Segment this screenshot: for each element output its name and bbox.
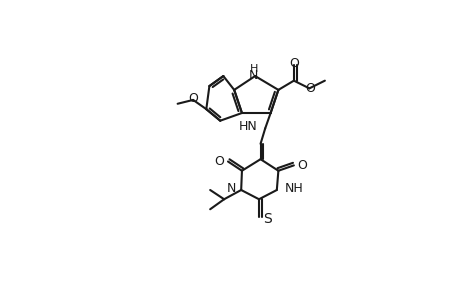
- Text: N: N: [227, 182, 236, 195]
- Text: H: H: [249, 64, 257, 74]
- Text: O: O: [188, 92, 198, 105]
- Text: S: S: [262, 212, 271, 226]
- Text: HN: HN: [238, 120, 257, 134]
- Text: O: O: [288, 57, 298, 70]
- Text: NH: NH: [284, 182, 302, 195]
- Text: O: O: [297, 159, 307, 172]
- Text: O: O: [305, 82, 314, 95]
- Text: O: O: [214, 155, 224, 168]
- Text: N: N: [248, 69, 257, 82]
